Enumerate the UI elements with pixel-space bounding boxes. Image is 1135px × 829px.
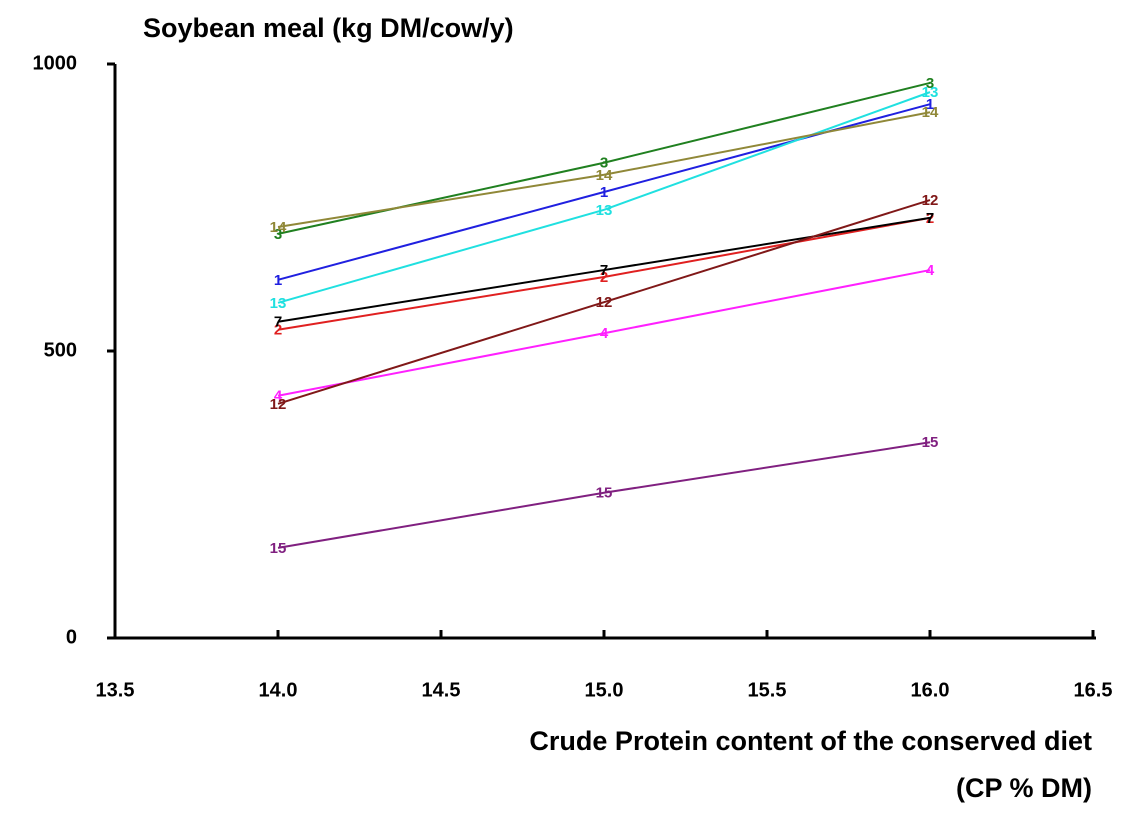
x-tick-label: 16.5 xyxy=(1074,679,1113,701)
point-label: 13 xyxy=(922,84,939,101)
point-label: 1 xyxy=(926,96,934,113)
point-label: 15 xyxy=(922,434,939,451)
point-label: 4 xyxy=(926,262,935,279)
point-label: 1 xyxy=(274,272,282,289)
x-axis-label: Crude Protein content of the conserved d… xyxy=(529,726,1092,756)
point-label: 12 xyxy=(270,396,287,413)
point-label: 3 xyxy=(926,75,934,92)
y-tick-label: 1000 xyxy=(33,52,78,74)
point-label: 2 xyxy=(274,322,282,339)
x-tick-label: 15.0 xyxy=(585,679,624,701)
x-tick-label: 15.5 xyxy=(748,679,787,701)
series-line xyxy=(277,216,931,323)
x-tick-label: 14.5 xyxy=(422,679,461,701)
y-tick-label: 500 xyxy=(44,339,77,361)
x-tick-label: 14.0 xyxy=(259,679,298,701)
point-label: 14 xyxy=(922,104,939,121)
series-line xyxy=(277,441,931,549)
y-tick-label: 0 xyxy=(66,626,77,648)
point-label: 13 xyxy=(596,202,613,219)
point-label: 1 xyxy=(600,184,608,201)
point-label: 14 xyxy=(270,219,287,236)
point-label: 15 xyxy=(596,485,613,502)
series-line xyxy=(277,199,931,405)
x-tick-label: 13.5 xyxy=(96,679,135,701)
point-label: 7 xyxy=(600,262,608,279)
point-label: 12 xyxy=(922,192,939,209)
point-label: 4 xyxy=(274,388,283,405)
point-label: 7 xyxy=(926,210,934,227)
point-label: 4 xyxy=(600,325,609,342)
point-label: 2 xyxy=(600,269,608,286)
series-line xyxy=(277,269,931,397)
point-label: 7 xyxy=(274,314,282,331)
series-line xyxy=(277,216,931,331)
chart-title: Soybean meal (kg DM/cow/y) xyxy=(143,13,514,43)
point-label: 12 xyxy=(596,294,613,311)
point-label: 3 xyxy=(274,226,282,243)
point-label: 13 xyxy=(270,295,287,312)
x-axis-label: (CP % DM) xyxy=(956,773,1092,803)
point-label: 14 xyxy=(596,167,613,184)
series-line xyxy=(277,111,931,229)
x-tick-label: 16.0 xyxy=(911,679,950,701)
point-label: 3 xyxy=(600,155,608,172)
point-label: 15 xyxy=(270,540,287,557)
series-line xyxy=(277,91,931,304)
